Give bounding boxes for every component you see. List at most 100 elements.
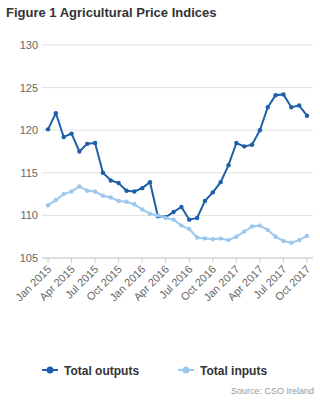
x-tick xyxy=(259,258,260,263)
data-point xyxy=(140,186,144,190)
data-point xyxy=(226,238,230,242)
data-point xyxy=(69,131,73,135)
data-point xyxy=(124,188,128,192)
x-tick xyxy=(307,258,308,263)
data-point xyxy=(211,237,215,241)
x-tick xyxy=(236,258,237,263)
x-tick xyxy=(165,258,166,263)
data-point xyxy=(140,207,144,211)
data-point xyxy=(85,142,89,146)
grid-line xyxy=(42,258,313,259)
y-tick-label: 120 xyxy=(20,124,38,136)
data-point xyxy=(171,210,175,214)
legend: Total outputs Total inputs xyxy=(42,364,267,378)
y-tick-label: 105 xyxy=(20,252,38,264)
data-point xyxy=(187,217,191,221)
data-point xyxy=(179,205,183,209)
data-point xyxy=(132,202,136,206)
data-point xyxy=(116,199,120,203)
data-point xyxy=(250,224,254,228)
data-point xyxy=(281,239,285,243)
data-point xyxy=(242,144,246,148)
grid-line xyxy=(42,130,313,131)
x-tick xyxy=(283,258,284,263)
data-point xyxy=(164,216,168,220)
data-point xyxy=(195,216,199,220)
data-point xyxy=(54,198,58,202)
data-point xyxy=(132,189,136,193)
data-point xyxy=(156,214,160,218)
grid-line xyxy=(42,215,313,216)
data-point xyxy=(250,142,254,146)
data-point xyxy=(258,128,262,132)
grid-line xyxy=(42,87,313,88)
data-point xyxy=(101,194,105,198)
data-point xyxy=(203,199,207,203)
data-point xyxy=(54,111,58,115)
data-point xyxy=(148,211,152,215)
data-point xyxy=(218,236,222,240)
x-tick xyxy=(48,258,49,263)
data-point xyxy=(93,189,97,193)
plot-area xyxy=(46,92,309,245)
data-point xyxy=(305,234,309,238)
legend-label: Total inputs xyxy=(200,364,267,378)
data-point xyxy=(116,181,120,185)
title: Figure 1 Agricultural Price Indices xyxy=(6,5,216,20)
data-point xyxy=(289,105,293,109)
x-tick xyxy=(142,258,143,263)
data-point xyxy=(179,223,183,227)
x-tick xyxy=(118,258,119,263)
data-point xyxy=(148,180,152,184)
data-point xyxy=(77,149,81,153)
x-tick xyxy=(71,258,72,263)
data-point xyxy=(85,188,89,192)
y-tick-label: 115 xyxy=(20,167,38,179)
data-point xyxy=(289,240,293,244)
data-point xyxy=(61,135,65,139)
x-tick xyxy=(212,258,213,263)
x-axis xyxy=(42,258,313,259)
data-point xyxy=(218,180,222,184)
data-point xyxy=(46,127,50,131)
data-point xyxy=(273,93,277,97)
data-point xyxy=(273,235,277,239)
data-point xyxy=(77,184,81,188)
data-point xyxy=(124,200,128,204)
data-point xyxy=(101,171,105,175)
data-point xyxy=(61,192,65,196)
data-point xyxy=(203,236,207,240)
chart: Figure 1 Agricultural Price Indices 105 11… xyxy=(0,0,320,400)
data-point xyxy=(266,105,270,109)
data-point xyxy=(69,189,73,193)
data-point xyxy=(109,178,113,182)
data-point xyxy=(297,238,301,242)
data-point xyxy=(305,114,309,118)
x-tick xyxy=(189,258,190,263)
data-point xyxy=(93,141,97,145)
data-point xyxy=(266,228,270,232)
data-point xyxy=(226,163,230,167)
data-point xyxy=(258,223,262,227)
data-point xyxy=(297,103,301,107)
series-line xyxy=(48,94,307,219)
data-point xyxy=(234,235,238,239)
data-point xyxy=(187,227,191,231)
y-tick-label: 130 xyxy=(20,39,38,51)
legend-label: Total outputs xyxy=(64,364,139,378)
data-point xyxy=(211,190,215,194)
data-point xyxy=(171,217,175,221)
source: Source: CSO Ireland xyxy=(231,386,314,396)
grid-line xyxy=(42,45,313,46)
grid-line xyxy=(42,172,313,173)
data-point xyxy=(109,195,113,199)
data-point xyxy=(164,215,168,219)
legend-symbol xyxy=(183,367,190,374)
x-tick xyxy=(95,258,96,263)
legend-symbol xyxy=(47,367,54,374)
data-point xyxy=(195,235,199,239)
series-line xyxy=(48,186,307,242)
x-tick-label: Oct 2017 xyxy=(272,263,312,303)
y-tick-label: 125 xyxy=(20,82,38,94)
data-point xyxy=(234,141,238,145)
